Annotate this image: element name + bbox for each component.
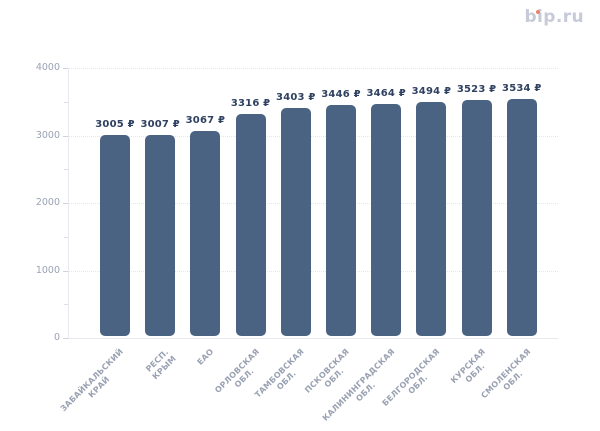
- bar-value-label: 3464 ₽: [366, 88, 406, 100]
- y-minor-tick: [64, 169, 68, 171]
- y-minor-tick: [64, 304, 68, 306]
- bar: [235, 114, 266, 336]
- bar-value-label: 3534 ₽: [502, 83, 542, 95]
- y-tick: [63, 203, 68, 204]
- bar-value-label: 3005 ₽: [95, 119, 135, 131]
- bar-value-label: 3494 ₽: [411, 86, 452, 98]
- bar-value-label: 3067 ₽: [185, 114, 226, 126]
- bar: [280, 108, 311, 336]
- bar-value-label: 3316 ₽: [230, 98, 271, 110]
- bar: [190, 130, 221, 336]
- y-tick: [63, 270, 68, 272]
- bar: [416, 102, 447, 336]
- y-tick-label: 2000: [35, 197, 60, 208]
- y-tick: [63, 68, 68, 69]
- bar: [506, 99, 537, 336]
- bar: [326, 105, 356, 336]
- y-tick-label: 3000: [35, 129, 60, 141]
- x-tick-label: РЕСП. КРЫМ: [143, 347, 178, 382]
- bar: [100, 135, 130, 336]
- y-tick: [63, 338, 68, 339]
- gridline: [69, 270, 558, 272]
- bar-value-label: 3403 ₽: [276, 92, 316, 104]
- bar-value-label: 3007 ₽: [140, 119, 180, 131]
- y-tick-label: 4000: [35, 62, 60, 73]
- y-tick-label: 1000: [35, 264, 60, 276]
- y-tick-label: 0: [53, 332, 60, 343]
- y-minor-tick: [64, 236, 68, 238]
- bar: [371, 104, 402, 336]
- bar: [461, 100, 492, 336]
- bip-ru-logo[interactable]: bip.ru: [524, 7, 584, 27]
- gridline: [69, 203, 558, 204]
- x-tick-label: ЗАБАЙКАЛЬСКИЙ КРАЙ: [59, 347, 126, 414]
- plot-area: [68, 68, 558, 339]
- gridline: [69, 135, 558, 137]
- bar: [145, 135, 176, 336]
- logo-text: bip.ru: [524, 7, 584, 27]
- bar-value-label: 3446 ₽: [321, 89, 361, 101]
- logo-i-dot: [535, 9, 541, 14]
- y-tick: [63, 135, 68, 137]
- gridline: [69, 68, 558, 69]
- x-tick-label: ЕАО: [195, 347, 216, 367]
- y-minor-tick: [64, 101, 68, 103]
- bar-value-label: 3523 ₽: [456, 84, 497, 96]
